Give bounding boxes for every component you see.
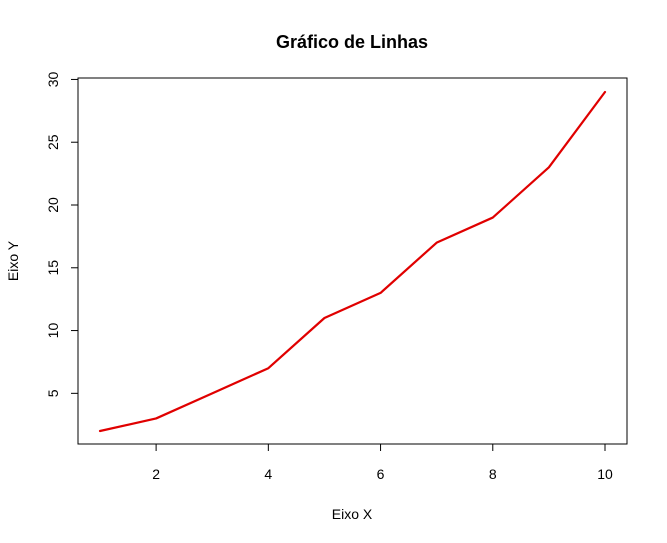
y-tick-label-3: 20 [45, 197, 61, 213]
y-tick-label-4: 25 [45, 134, 61, 150]
x-tick-label-1: 4 [264, 466, 272, 482]
series-line-0 [98, 90, 607, 433]
plot-frame [77, 77, 628, 445]
x-axis-label: Eixo X [332, 506, 373, 522]
y-tick-label-2: 15 [45, 260, 61, 276]
chart-title: Gráfico de Linhas [276, 32, 428, 52]
x-axis: 2 4 6 8 10 [152, 444, 613, 482]
y-tick-label-5: 30 [45, 71, 61, 87]
y-tick-label-0: 5 [45, 389, 61, 397]
series-layer [98, 90, 607, 433]
y-axis-label: Eixo Y [5, 240, 21, 281]
y-tick-label-1: 10 [45, 323, 61, 339]
x-tick-label-2: 6 [377, 466, 385, 482]
x-tick-label-3: 8 [489, 466, 497, 482]
x-tick-label-4: 10 [597, 466, 613, 482]
x-tick-label-0: 2 [152, 466, 160, 482]
y-axis: 5 10 15 20 25 30 [45, 71, 78, 397]
